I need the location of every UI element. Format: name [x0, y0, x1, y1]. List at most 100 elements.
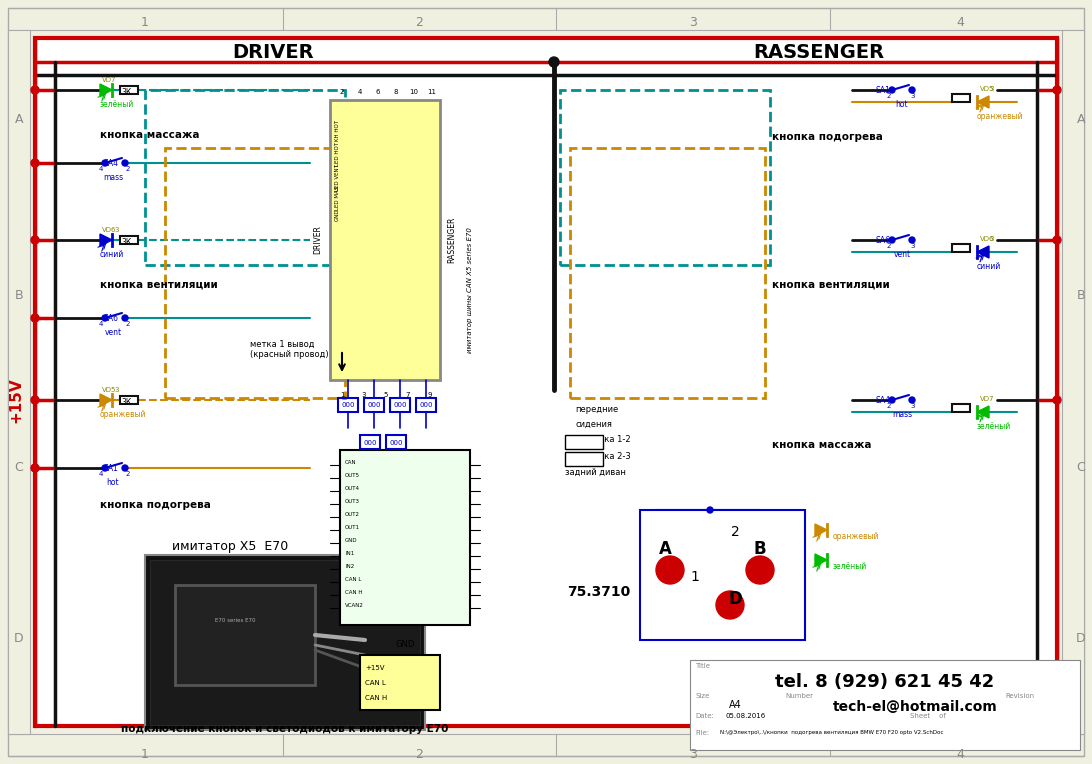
Text: зелёный: зелёный	[977, 422, 1011, 431]
Text: 2: 2	[415, 15, 423, 28]
Text: VD7: VD7	[102, 77, 117, 83]
Polygon shape	[977, 246, 989, 258]
Text: hot: hot	[895, 100, 909, 109]
Text: 5: 5	[383, 392, 388, 398]
Polygon shape	[815, 524, 827, 536]
Text: 3К: 3К	[122, 398, 132, 407]
Text: 9: 9	[428, 392, 432, 398]
Text: передние: передние	[575, 405, 618, 414]
Text: кнопка массажа: кнопка массажа	[100, 130, 200, 140]
Text: 3: 3	[689, 747, 697, 760]
Text: vent: vent	[105, 328, 121, 337]
Circle shape	[889, 87, 895, 93]
Text: 2: 2	[731, 525, 739, 539]
Text: Title: Title	[695, 663, 710, 669]
Circle shape	[122, 315, 128, 321]
Bar	[339, 398, 358, 412]
Text: File:: File:	[695, 730, 709, 736]
Text: RASSENGER: RASSENGER	[448, 217, 456, 263]
Text: 2: 2	[887, 93, 891, 99]
Bar	[416, 398, 436, 412]
Circle shape	[909, 237, 915, 243]
Text: 2: 2	[415, 747, 423, 760]
Bar	[565, 452, 603, 466]
Text: IN1: IN1	[345, 551, 354, 556]
Bar	[952, 404, 970, 412]
Text: 10: 10	[410, 89, 418, 95]
Circle shape	[122, 160, 128, 166]
Bar	[1063, 30, 1084, 734]
Text: GND: GND	[335, 208, 340, 221]
Text: 3: 3	[910, 243, 914, 249]
Circle shape	[746, 556, 774, 584]
Text: VCAN2: VCAN2	[345, 603, 364, 608]
Text: VD6: VD6	[102, 227, 117, 233]
Bar	[560, 90, 770, 265]
Text: 2: 2	[126, 321, 130, 327]
Text: 000: 000	[389, 440, 403, 446]
Text: tel. 8 (929) 621 45 42: tel. 8 (929) 621 45 42	[775, 673, 995, 691]
Circle shape	[889, 397, 895, 403]
Text: кнопка подогрева: кнопка подогрева	[772, 132, 882, 142]
Text: 3: 3	[989, 236, 994, 242]
Text: mass: mass	[892, 410, 912, 419]
Text: GND: GND	[395, 640, 415, 649]
Circle shape	[909, 87, 915, 93]
Circle shape	[1053, 396, 1061, 404]
Text: 3: 3	[361, 392, 366, 398]
Text: vent: vent	[893, 250, 911, 259]
Text: +15V: +15V	[365, 665, 384, 671]
Circle shape	[889, 237, 895, 243]
Text: оранжевый: оранжевый	[833, 532, 879, 541]
Text: 8: 8	[394, 89, 399, 95]
Text: 4: 4	[358, 89, 363, 95]
Bar	[165, 148, 345, 398]
Text: SA6: SA6	[875, 236, 890, 245]
Text: LED MAS: LED MAS	[335, 186, 340, 210]
Polygon shape	[100, 234, 112, 246]
Text: VD5: VD5	[102, 387, 117, 393]
Text: D: D	[1077, 632, 1085, 645]
Text: задний диван: задний диван	[565, 468, 626, 477]
Text: B: B	[753, 540, 767, 558]
Text: A: A	[658, 540, 672, 558]
Circle shape	[1053, 236, 1061, 244]
Text: имитатор X5  E70: имитатор X5 E70	[171, 540, 288, 553]
Text: 4: 4	[98, 321, 103, 327]
Text: кнопка подогрева: кнопка подогрева	[100, 500, 211, 510]
Polygon shape	[977, 96, 989, 108]
Bar	[364, 398, 384, 412]
Text: 11: 11	[427, 89, 437, 95]
Text: оранжевый: оранжевый	[100, 410, 146, 419]
Text: 2: 2	[126, 166, 130, 172]
Text: Number: Number	[785, 693, 814, 699]
Text: SA1: SA1	[104, 464, 119, 473]
Text: C: C	[14, 461, 23, 474]
Circle shape	[31, 236, 39, 244]
Circle shape	[656, 556, 684, 584]
Text: имитатор шины CAN X5 series E70: имитатор шины CAN X5 series E70	[467, 227, 473, 353]
Bar	[175, 585, 314, 685]
Text: 3К: 3К	[122, 88, 132, 97]
Text: синий: синий	[977, 262, 1001, 271]
Text: VD6: VD6	[980, 236, 995, 242]
Text: метка 1 вывод
(красный провод): метка 1 вывод (красный провод)	[250, 340, 329, 359]
Text: 3: 3	[910, 403, 914, 409]
Bar	[340, 450, 470, 625]
Polygon shape	[815, 554, 827, 566]
Bar	[330, 100, 440, 380]
Bar	[952, 94, 970, 102]
Text: кнопка массажа: кнопка массажа	[772, 440, 871, 450]
Text: SA1: SA1	[875, 86, 890, 95]
Bar	[690, 660, 1080, 750]
Circle shape	[122, 465, 128, 471]
Text: Date:: Date:	[695, 713, 714, 719]
Circle shape	[31, 314, 39, 322]
Bar	[145, 90, 345, 265]
Text: N:\@Электро\..\/кнопки  подогрева вентиляция BMW E70 F20 opto V2.SchDoc: N:\@Электро\..\/кнопки подогрева вентиля…	[720, 730, 943, 735]
Text: кнопка вентиляции: кнопка вентиляции	[772, 280, 890, 290]
Text: CAN H: CAN H	[365, 695, 388, 701]
Text: hot: hot	[107, 478, 119, 487]
Text: кнопка вентиляции: кнопка вентиляции	[100, 280, 217, 290]
Text: 2: 2	[887, 243, 891, 249]
